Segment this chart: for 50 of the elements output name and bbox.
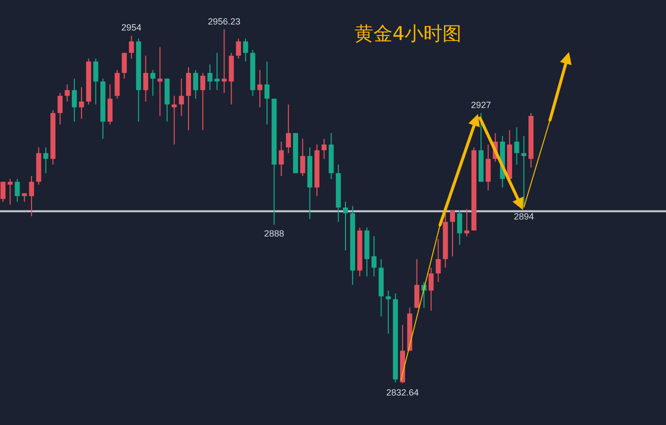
candlestick [178,78,184,116]
candlestick [43,146,48,174]
candlestick [436,238,441,283]
candlestick [342,201,348,252]
candlestick [108,84,113,125]
candlestick [243,38,248,62]
candlestick [264,60,270,125]
candlestick [128,35,134,60]
candlestick [372,236,377,277]
candlestick [278,141,284,177]
candlestick [236,38,241,60]
annotation: 2927 [471,100,492,110]
annotation: 2832.64 [386,387,419,398]
candlestick [157,46,162,116]
candlestick [450,210,456,257]
candlestick [486,144,491,191]
candlestick [222,28,227,94]
candlestick [207,64,212,91]
candlestick [58,92,63,125]
candlestick [200,72,206,131]
annotation: 2956.23 [208,16,240,26]
candlestick [150,70,156,96]
candlestick [64,84,70,102]
candlestick [78,86,84,120]
candlestick [114,70,120,100]
candlestick [464,208,470,237]
candlestick [143,55,148,102]
candlestick [14,178,20,202]
candlestick [29,176,34,217]
annotation: 2888 [264,228,284,239]
candlestick [286,104,291,154]
candlestick [122,52,127,80]
candlestick [514,126,520,166]
annotation: 2954 [121,22,142,33]
candlestick [93,58,98,105]
chart-title: 黄金4小时图 [354,23,462,45]
candlestick [414,258,420,308]
candlestick [457,210,462,246]
candlestick [186,66,192,131]
candlestick [322,138,327,160]
candlestick [257,70,262,108]
candlestick [214,52,220,91]
candlestick [193,70,198,100]
annotation: 2894 [514,212,534,222]
candlestick [172,95,177,146]
candlestick [428,267,434,312]
candlestick [0,181,6,202]
candlestick [521,135,526,208]
candlestick [72,78,77,122]
candlestick [300,138,306,177]
